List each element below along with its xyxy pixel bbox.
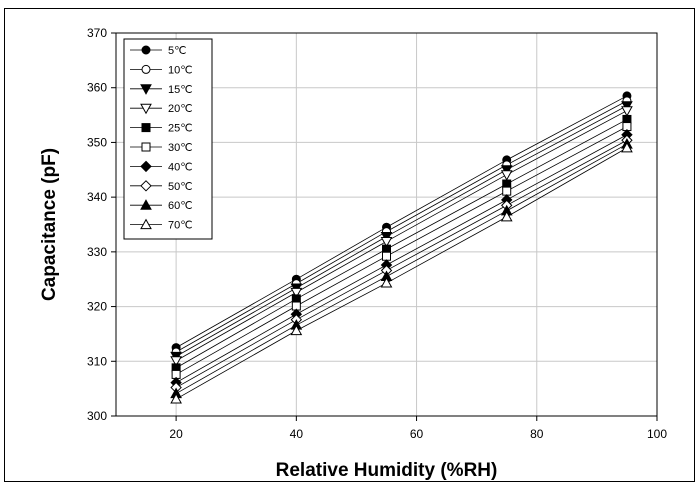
data-point bbox=[382, 251, 391, 261]
series-line bbox=[175, 95, 628, 348]
series-line bbox=[175, 105, 628, 357]
series-line bbox=[175, 110, 628, 362]
legend-label: 60℃ bbox=[168, 200, 193, 212]
legend-marker bbox=[141, 123, 151, 133]
legend-label: 30℃ bbox=[168, 142, 193, 154]
x-tick-label: 80 bbox=[530, 427, 544, 441]
y-axis-label: Capacitance (pF) bbox=[39, 148, 60, 301]
y-tick-label: 300 bbox=[87, 409, 107, 423]
y-tick-label: 340 bbox=[87, 190, 107, 204]
series-5 bbox=[171, 122, 632, 379]
series-6 bbox=[170, 129, 633, 389]
series-4 bbox=[171, 114, 632, 373]
legend-label: 15℃ bbox=[168, 84, 193, 96]
data-point bbox=[502, 186, 512, 196]
x-tick-label: 40 bbox=[290, 427, 304, 441]
y-tick-label: 320 bbox=[87, 300, 107, 314]
x-tick-label: 60 bbox=[410, 427, 424, 441]
data-point bbox=[500, 210, 513, 222]
series-line bbox=[175, 134, 628, 383]
legend-marker bbox=[140, 160, 152, 173]
figure-frame: 300 310 320 330 340 350 360 370 20 40 60 80 100 5℃ 10… bbox=[4, 8, 695, 482]
data-point bbox=[290, 287, 303, 299]
legend-label: 25℃ bbox=[168, 123, 193, 135]
legend-label: 40℃ bbox=[168, 161, 193, 173]
series-7 bbox=[170, 134, 633, 394]
x-axis-label: Relative Humidity (%RH) bbox=[276, 460, 498, 481]
legend-label: 20℃ bbox=[168, 103, 193, 115]
series-layer bbox=[170, 91, 633, 404]
legend-label: 10℃ bbox=[168, 64, 193, 76]
series-line bbox=[175, 139, 628, 388]
capacitance-humidity-chart: 300 310 320 330 340 350 360 370 20 40 60 80 100 5℃ 10… bbox=[39, 26, 667, 481]
legend-box bbox=[123, 38, 213, 240]
legend-marker bbox=[140, 103, 152, 115]
series-0 bbox=[171, 91, 632, 353]
y-tick-label: 310 bbox=[87, 354, 107, 368]
series-line bbox=[175, 126, 628, 375]
legend-label: 5℃ bbox=[168, 45, 186, 57]
legend-marker bbox=[141, 142, 151, 152]
series-8 bbox=[170, 138, 633, 399]
series-line bbox=[175, 143, 628, 394]
data-point bbox=[170, 356, 182, 367]
legend-marker bbox=[140, 180, 152, 192]
series-line bbox=[175, 119, 628, 369]
x-tick-label: 100 bbox=[647, 427, 667, 441]
legend-marker bbox=[140, 218, 152, 230]
series-3 bbox=[170, 106, 633, 367]
data-point bbox=[621, 106, 633, 117]
series-2 bbox=[170, 101, 633, 363]
legend-marker bbox=[141, 64, 151, 74]
data-point bbox=[170, 393, 182, 404]
series-line bbox=[175, 100, 628, 353]
y-tick-label: 330 bbox=[87, 245, 107, 259]
data-point bbox=[621, 141, 633, 153]
data-point bbox=[380, 277, 393, 288]
legend-marker bbox=[141, 45, 151, 55]
x-tick-label: 20 bbox=[169, 427, 183, 441]
y-tick-label: 350 bbox=[87, 135, 107, 149]
series-1 bbox=[171, 96, 632, 357]
data-point bbox=[290, 324, 303, 336]
legend: 5℃ 10℃ 15℃ 20℃ 25℃ 30℃ 40℃ 50℃ 60℃ 70℃ bbox=[123, 38, 213, 240]
legend-label: 70℃ bbox=[168, 220, 193, 232]
y-tick-label: 370 bbox=[87, 26, 107, 40]
data-point bbox=[500, 170, 513, 181]
legend-label: 50℃ bbox=[168, 181, 193, 193]
legend-marker bbox=[140, 84, 152, 95]
legend-marker bbox=[140, 199, 152, 210]
axis-ticks: 300 310 320 330 340 350 360 370 20 40 60 80 100 bbox=[87, 26, 667, 441]
series-9 bbox=[170, 141, 633, 404]
plot-area bbox=[115, 32, 658, 417]
data-point bbox=[380, 236, 393, 248]
y-tick-label: 360 bbox=[87, 81, 107, 95]
